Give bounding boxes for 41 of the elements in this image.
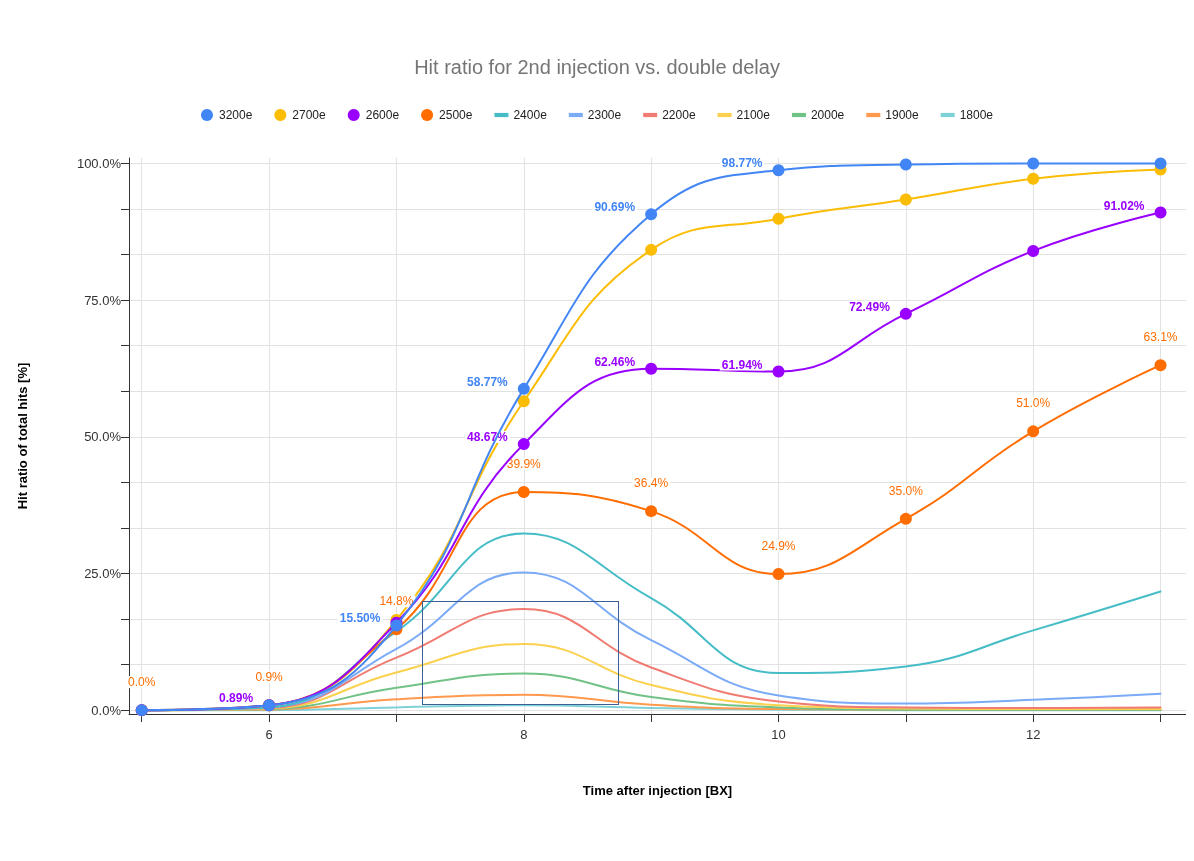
chart-title: Hit ratio for 2nd injection vs. double delay xyxy=(414,56,780,78)
data-label: 0.0% xyxy=(128,675,156,690)
x-tick-label: 12 xyxy=(1025,727,1041,742)
y-tick-label: 75.0% xyxy=(84,292,122,308)
data-label: 15.50% xyxy=(339,611,381,626)
x-axis-title: Time after injection [BX] xyxy=(582,783,733,798)
data-label: 63.1% xyxy=(1143,330,1178,345)
legend-label: 1800e xyxy=(959,108,994,122)
legend-label: 2200e xyxy=(662,108,696,122)
y-tick-label: 50.0% xyxy=(84,429,122,445)
legend-label: 2700e xyxy=(292,108,327,122)
legend-label: 2500e xyxy=(439,108,473,122)
data-label: 0.9% xyxy=(255,670,284,685)
data-label: 36.4% xyxy=(634,476,669,491)
x-tick-label: 6 xyxy=(265,727,273,742)
legend-label: 1900e xyxy=(885,108,919,122)
x-tick-label: 10 xyxy=(771,727,786,742)
data-label: 58.77% xyxy=(467,374,509,389)
data-label: 61.94% xyxy=(721,357,763,372)
data-label: 90.69% xyxy=(594,200,636,215)
data-label: 91.02% xyxy=(1103,198,1145,213)
legend-label: 2300e xyxy=(587,108,622,122)
x-tick-label: 8 xyxy=(520,727,528,742)
data-label: 24.9% xyxy=(761,539,796,554)
legend-label: 2600e xyxy=(365,108,400,122)
data-label: 98.77% xyxy=(721,156,763,171)
legend-label: 3200e xyxy=(218,108,253,122)
data-label: 35.0% xyxy=(888,483,924,498)
legend-label: 2100e xyxy=(736,108,771,122)
y-tick-label: 0.0% xyxy=(91,702,122,718)
y-axis-title: Hit ratio of total hits [%] xyxy=(15,362,30,510)
data-label: 62.46% xyxy=(594,354,636,369)
data-label: 51.0% xyxy=(1016,396,1051,411)
data-label: 14.8% xyxy=(379,594,414,609)
legend-label: 2400e xyxy=(513,108,548,122)
data-label: 0.89% xyxy=(219,691,254,706)
data-label: 39.9% xyxy=(506,457,542,472)
y-tick-label: 25.0% xyxy=(84,566,122,581)
y-tick-label: 100.0% xyxy=(76,155,122,171)
data-label: 72.49% xyxy=(849,299,891,314)
legend-label: 2000e xyxy=(810,108,845,122)
